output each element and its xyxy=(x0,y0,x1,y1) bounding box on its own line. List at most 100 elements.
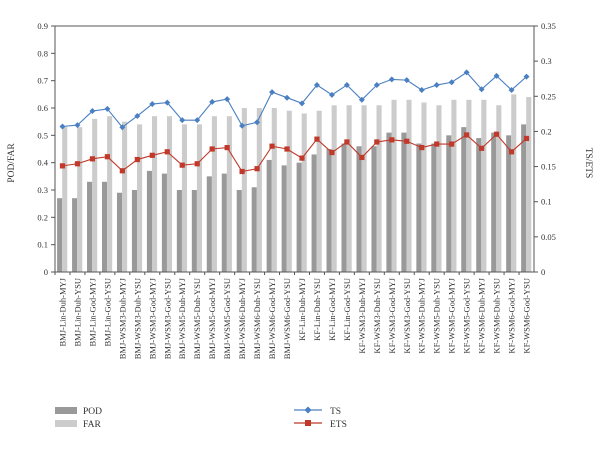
bar-pod xyxy=(476,138,482,272)
point-ts xyxy=(523,73,530,80)
category-tick-label: KF-WSM5-Duh-MYJ xyxy=(417,277,427,353)
right-tick-label: 0.2 xyxy=(541,126,552,136)
point-ts xyxy=(328,91,335,98)
bar-far xyxy=(181,124,188,273)
point-ets xyxy=(164,149,170,155)
point-ets xyxy=(479,145,485,151)
point-ts xyxy=(149,101,156,108)
point-ets xyxy=(464,132,470,138)
category-tick-label: BMJ-WSM6-God-YSU xyxy=(282,278,292,359)
left-tick-label: 0.6 xyxy=(37,103,48,113)
point-ts xyxy=(224,96,231,103)
legend-swatch-far xyxy=(55,420,77,427)
right-tick-label: 0.15 xyxy=(541,162,556,172)
point-ets xyxy=(119,168,125,174)
bar-pod xyxy=(491,132,497,272)
category-tick-label: BMJ-WSM6-Duh-YSU xyxy=(252,278,262,359)
bar-pod xyxy=(176,190,182,272)
bar-far xyxy=(77,127,83,272)
category-tick-labels: BMJ-Lin-Duh-MYJ BMJ-Lin-Duh-YSU BMJ-Lin-Go… xyxy=(57,277,531,359)
point-ts xyxy=(104,105,111,112)
bar-far xyxy=(526,97,532,272)
bar-far xyxy=(391,99,397,272)
category-tick-label: BMJ-WSM6-God-MYJ xyxy=(267,277,277,359)
category-tick-label: KF-Lin-God-YSU xyxy=(342,278,352,341)
point-ts xyxy=(373,82,380,89)
point-ets xyxy=(269,143,275,149)
legend-label-ets: ETS xyxy=(330,420,347,430)
point-ets xyxy=(329,149,335,156)
point-ts xyxy=(194,117,201,124)
point-ets xyxy=(224,144,230,151)
category-tick-label: KF-Lin-God-MYJ xyxy=(327,277,337,340)
point-ets xyxy=(389,137,395,143)
bar-far xyxy=(301,113,307,272)
bar-pod xyxy=(206,176,212,272)
bar-pod xyxy=(461,127,467,272)
left-tick-label: 0.1 xyxy=(37,240,48,250)
point-ets xyxy=(284,146,290,152)
bar-far xyxy=(481,99,487,272)
point-ts xyxy=(448,79,455,86)
point-ets xyxy=(194,161,200,167)
point-ts xyxy=(433,82,440,89)
bar-far xyxy=(361,105,367,273)
category-tick-label: BMJ-WSM3-God-YSU xyxy=(162,278,172,359)
left-tick-label: 0 xyxy=(44,267,48,277)
y-axis-title-right: TS/ETS xyxy=(583,148,593,179)
bar-far xyxy=(451,99,457,272)
point-ts xyxy=(119,124,126,131)
category-tick-label: KF-WSM3-God-YSU xyxy=(402,278,412,354)
bars-layer xyxy=(54,94,532,275)
point-ets xyxy=(104,154,110,160)
legend-swatch-pod xyxy=(55,407,77,414)
bar-pod xyxy=(146,170,152,272)
bar-far xyxy=(256,108,262,272)
point-ts xyxy=(239,122,246,129)
bar-far xyxy=(331,105,337,273)
bar-pod xyxy=(356,146,362,272)
category-tick-label: KF-WSM3-Duh-MYJ xyxy=(357,277,367,353)
point-ets xyxy=(209,146,215,152)
bar-far xyxy=(196,124,202,273)
category-tick-label: KF-Lin-Duh-MYJ xyxy=(297,277,307,340)
point-ts xyxy=(418,86,425,93)
point-ts xyxy=(343,82,350,89)
point-ets xyxy=(89,156,96,162)
point-ts xyxy=(313,82,320,89)
bar-pod xyxy=(311,154,317,272)
bar-pod xyxy=(386,132,392,272)
y-axis-title-left: POD/FAR xyxy=(7,143,17,183)
right-tick-label: 0.25 xyxy=(541,91,556,101)
right-tick-label: 0.1 xyxy=(541,197,552,207)
bar-pod xyxy=(102,181,108,272)
point-ets xyxy=(314,136,320,142)
bar-pod xyxy=(236,190,242,272)
right-tick-label: 0.35 xyxy=(541,21,556,31)
left-tick-label: 0.8 xyxy=(37,48,48,58)
point-ets xyxy=(74,161,81,167)
category-tick-label: BMJ-WSM6-Duh-MYJ xyxy=(237,277,247,359)
point-ets xyxy=(419,144,425,151)
series-line-ets xyxy=(62,133,527,173)
category-tick-label: BMJ-Lin-God-YSU xyxy=(102,278,112,346)
point-ts xyxy=(478,86,485,93)
right-tick-label: 0 xyxy=(541,267,545,277)
category-tick-label: KF-WSM3-Duh-YSU xyxy=(372,278,382,354)
legend-label-ts: TS xyxy=(330,407,341,417)
category-tick-label: KF-WSM5-Duh-YSU xyxy=(432,278,442,354)
left-tick-label: 0.5 xyxy=(37,130,48,140)
point-ets xyxy=(523,135,530,142)
bar-pod xyxy=(371,146,377,272)
category-tick-label: BMJ-WSM3-Duh-MYJ xyxy=(117,277,127,359)
bar-pod xyxy=(266,159,272,272)
bar-far xyxy=(122,121,128,273)
bar-pod xyxy=(191,190,197,272)
point-ts xyxy=(59,123,66,130)
bar-pod xyxy=(326,149,332,272)
legend-label-pod: POD xyxy=(83,407,102,417)
point-ets xyxy=(179,162,185,168)
category-tick-label: BMJ-WSM5-Duh-MYJ xyxy=(177,277,187,359)
bar-far xyxy=(62,127,68,272)
